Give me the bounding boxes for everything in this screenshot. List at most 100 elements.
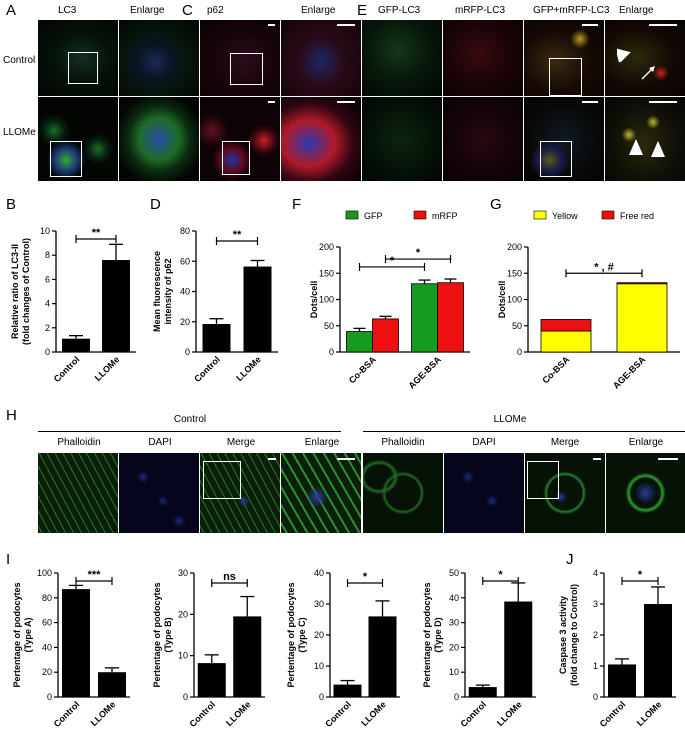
x-tick-label: Control (52, 699, 82, 729)
scale-bar (268, 24, 275, 26)
h-col-phalloidin-control: Phalloidin (57, 437, 101, 448)
y-tick-label: 40 (180, 287, 190, 297)
legend-swatch (413, 210, 427, 220)
significance-label: ** (233, 229, 242, 241)
y-tick-label: 60 (42, 618, 52, 628)
micrograph-h-enlarge-control (281, 453, 361, 533)
micrograph-a-lc3-llome (38, 97, 118, 181)
bar-segment (616, 283, 668, 353)
x-tick-label: LLOMe (495, 699, 524, 728)
bar (197, 663, 226, 697)
bar (368, 616, 397, 697)
zoom-box (230, 53, 263, 85)
arrowhead-icon (629, 139, 643, 155)
y-tick-label: 0 (45, 347, 50, 357)
bar (98, 672, 126, 697)
header-e-enlarge: Enlarge (619, 5, 654, 16)
significance-label: * (390, 255, 395, 267)
y-axis-label: Dots/cell (309, 281, 319, 319)
x-tick-label: AGE-BSA (406, 354, 443, 391)
micrograph-h-enlarge-llome (606, 453, 685, 533)
micrograph-h-merge-llome (525, 453, 605, 533)
micrograph-h-dapi-control (119, 453, 199, 533)
zoom-box (540, 141, 572, 177)
header-a-enlarge: Enlarge (130, 5, 165, 16)
header-e-merge: GFP+mRFP-LC3 (533, 5, 610, 16)
chart-i3: 0 10 20 30 40 Pertentage of podocytes (Type C)… (286, 568, 400, 729)
x-tick-label: Control (52, 354, 82, 384)
y-tick-label: 100 (507, 295, 522, 305)
scale-bar (337, 101, 355, 103)
significance-label: * , # (594, 261, 614, 273)
bar-segment (540, 319, 592, 332)
h-col-phalloidin-llome: Phalloidin (381, 437, 425, 448)
y-tick-label: 0 (319, 692, 324, 702)
y-tick-label: 40 (449, 593, 459, 603)
bar (102, 260, 130, 352)
bar (608, 664, 636, 697)
header-a-lc3: LC3 (58, 5, 77, 16)
micrograph-a-enlarge-control (119, 20, 199, 96)
zoom-box (68, 52, 98, 84)
y-tick-label: 100 (319, 295, 334, 305)
y-tick-label: 0 (454, 692, 459, 702)
bar (504, 601, 533, 697)
y-tick-label: 80 (42, 593, 52, 603)
y-tick-label: 40 (42, 642, 52, 652)
bar (346, 331, 373, 353)
micrograph-h-dapi-llome (444, 453, 524, 533)
y-axis-label: (fold changes of Control) (21, 238, 31, 345)
y-axis-label: Pertentage of podocytes (152, 582, 162, 687)
y-tick-label: 4 (45, 299, 50, 309)
y-tick-label: 60 (180, 256, 190, 266)
h-col-enlarge-llome: Enlarge (628, 437, 664, 448)
y-tick-label: 0 (185, 347, 190, 357)
panel-label-a: A (6, 2, 17, 19)
chart-b: 0 2 4 6 8 10 Relative ratio of LC3-II (fold cha… (10, 226, 136, 384)
y-tick-label: 200 (507, 242, 522, 252)
micrograph-c-p62-llome (200, 97, 280, 181)
h-col-dapi-control: DAPI (148, 437, 172, 448)
y-tick-label: 2 (45, 323, 50, 333)
x-tick-label: LLOMe (635, 699, 664, 728)
scale-bar (268, 101, 275, 103)
zoom-box (50, 141, 82, 177)
y-tick-label: 30 (178, 568, 188, 578)
y-tick-label: 20 (42, 667, 52, 677)
chart-g: 0 50 100 150 200 Dots/cell Co-BSA AGE-BSA * , # Y… (497, 210, 680, 391)
legend-swatch (345, 210, 359, 220)
micrograph-e-enlarge-control (605, 20, 685, 96)
bar (202, 324, 231, 352)
y-tick-label: 0 (183, 692, 188, 702)
chart-i2: 0 10 20 30 Pertentage of podocytes (Type B) Co… (152, 568, 265, 729)
y-axis-label: (fold change to Control) (569, 584, 579, 686)
header-e-gfp: GFP-LC3 (378, 5, 421, 16)
legend-label: GFP (364, 211, 383, 221)
zoom-box (203, 461, 241, 499)
micrograph-e-gfp-llome (362, 97, 442, 181)
panel-label-f: F (292, 196, 302, 213)
y-tick-label: 150 (507, 268, 522, 278)
chart-i1: 0 20 40 60 80 100 Pertentage of podocytes (Type… (12, 568, 130, 729)
scale-bar (268, 458, 276, 460)
scale-bar (337, 24, 355, 26)
panel-label-e: E (357, 2, 368, 19)
chart-f: 0 50 100 150 200 Dots/cell Co-BSA AGE-BSA * * GFP m… (309, 210, 470, 391)
y-tick-label: 30 (449, 618, 459, 628)
h-control-title: Control (173, 414, 207, 425)
y-axis-label: (Type A) (23, 617, 33, 652)
micrograph-c-enlarge-llome (281, 97, 361, 181)
bar (372, 318, 399, 353)
h-col-merge-llome: Merge (550, 437, 580, 448)
scale-bar (658, 458, 678, 460)
micrograph-h-phalloidin-control (38, 453, 118, 533)
significance-label: * (416, 247, 421, 259)
chart-i4: 0 10 20 30 40 50 Pertentage of podocytes (Type … (422, 568, 536, 729)
panel-label-i: I (6, 551, 11, 568)
legend-swatch (533, 210, 547, 220)
y-tick-label: 0 (593, 692, 598, 702)
y-tick-label: 10 (178, 651, 188, 661)
legend-label: mRFP (432, 211, 458, 221)
h-col-enlarge-control: Enlarge (304, 437, 340, 448)
